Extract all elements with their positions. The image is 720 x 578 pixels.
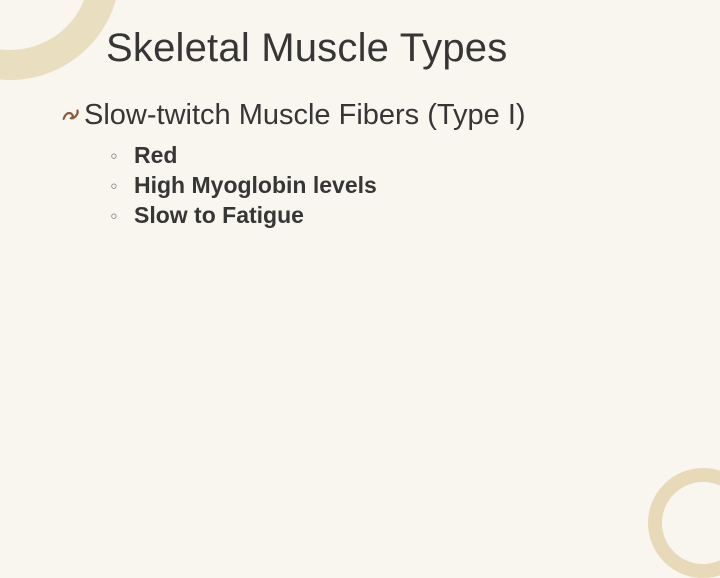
heading-text: Slow-twitch Muscle Fibers (Type I) (84, 99, 526, 132)
sub-item-text: High Myoglobin levels (134, 172, 377, 199)
slide-title: Skeletal Muscle Types (106, 26, 674, 71)
sub-item-text: Red (134, 142, 177, 169)
list-item: ◦ High Myoglobin levels (110, 172, 674, 199)
curly-bullet-icon (60, 101, 82, 129)
slide-body: Skeletal Muscle Types Slow-twitch Muscle… (0, 0, 720, 540)
sub-bullet-icon: ◦ (110, 173, 124, 199)
sub-bullet-icon: ◦ (110, 203, 124, 229)
list-item: ◦ Red (110, 142, 674, 169)
list-item: ◦ Slow to Fatigue (110, 202, 674, 229)
sub-list: ◦ Red ◦ High Myoglobin levels ◦ Slow to … (110, 142, 674, 229)
sub-bullet-icon: ◦ (110, 143, 124, 169)
heading-row: Slow-twitch Muscle Fibers (Type I) (60, 99, 674, 132)
sub-item-text: Slow to Fatigue (134, 202, 304, 229)
